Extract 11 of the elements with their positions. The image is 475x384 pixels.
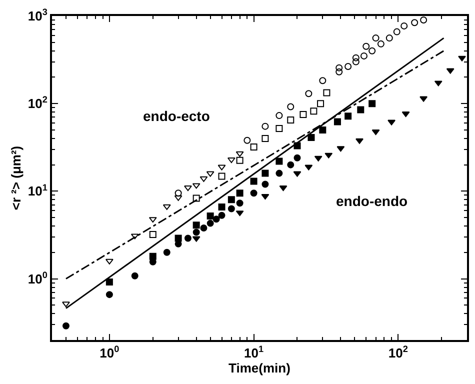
y-axis-title: <r ²> (μm²) <box>8 146 24 210</box>
y-tick-label: 10$^{2}$ <box>28 94 48 112</box>
y-tick-label: 10$^{1}$ <box>28 182 48 199</box>
x-axis-title: Time(min) <box>228 360 290 376</box>
annotation: endo-ecto <box>143 108 210 124</box>
x-tick-label: 10$^{1}$ <box>244 344 264 361</box>
y-tick-label: 10$^{0}$ <box>28 270 48 286</box>
x-tick-label: 10$^{0}$ <box>100 344 120 361</box>
y-tick-label: 10$^{3}$ <box>28 7 48 24</box>
x-tick-label: 10$^{2}$ <box>388 344 408 361</box>
annotation: endo-endo <box>336 193 408 209</box>
